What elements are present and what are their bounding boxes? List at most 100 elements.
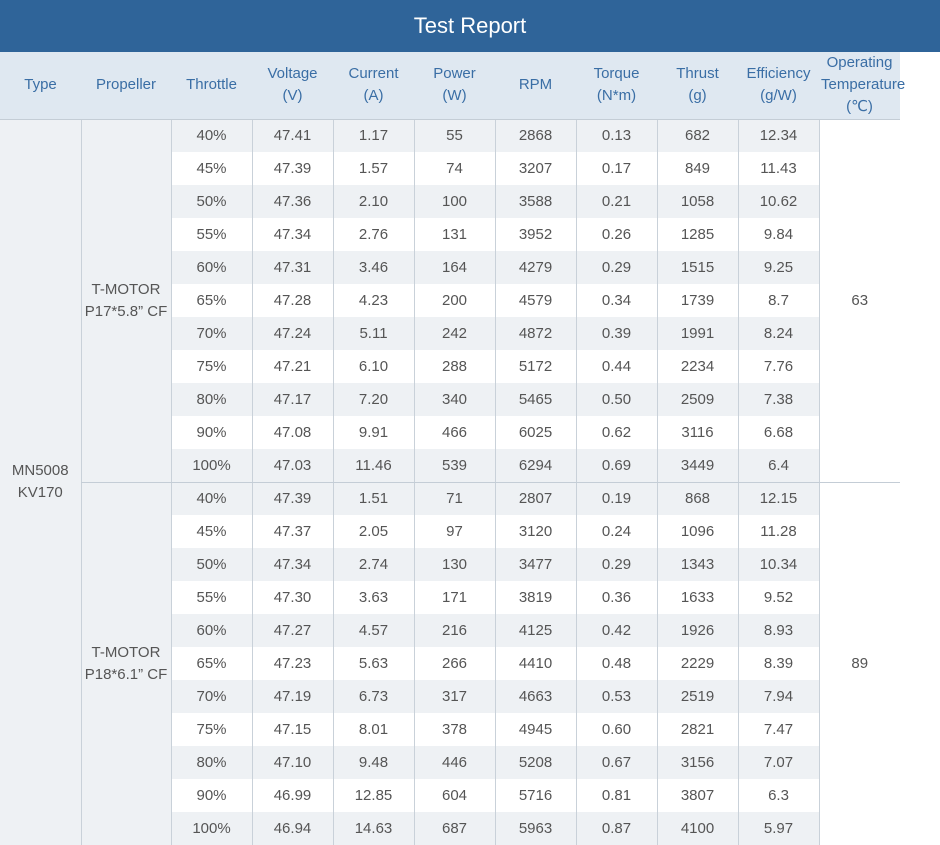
table-row: 75% 47.21 6.10 288 5172 0.44 2234 7.76 xyxy=(0,350,940,383)
rpm-cell: 4579 xyxy=(494,284,576,317)
efficiency-cell: 7.47 xyxy=(737,713,819,746)
thrust-cell: 1285 xyxy=(656,218,738,251)
efficiency-cell: 7.07 xyxy=(737,746,819,779)
rpm-cell: 4410 xyxy=(494,647,576,680)
power-cell: 340 xyxy=(413,383,495,416)
efficiency-cell: 6.68 xyxy=(737,416,819,449)
power-cell: 216 xyxy=(413,614,495,647)
voltage-cell: 47.21 xyxy=(251,350,333,383)
current-cell: 4.23 xyxy=(332,284,414,317)
thrust-cell: 1991 xyxy=(656,317,738,350)
torque-cell: 0.29 xyxy=(575,548,657,581)
torque-cell: 0.44 xyxy=(575,350,657,383)
voltage-cell: 47.39 xyxy=(251,152,333,185)
torque-cell: 0.19 xyxy=(575,482,657,515)
rpm-cell: 4872 xyxy=(494,317,576,350)
rpm-cell: 3120 xyxy=(494,515,576,548)
power-cell: 97 xyxy=(413,515,495,548)
current-cell: 6.10 xyxy=(332,350,414,383)
power-cell: 604 xyxy=(413,779,495,812)
voltage-cell: 47.39 xyxy=(251,482,333,515)
table-row: 45% 47.39 1.57 74 3207 0.17 849 11.43 xyxy=(0,152,940,185)
header-type: Type xyxy=(0,52,81,120)
torque-cell: 0.17 xyxy=(575,152,657,185)
efficiency-cell: 8.7 xyxy=(737,284,819,317)
rpm-cell: 4945 xyxy=(494,713,576,746)
table-row: 80% 47.10 9.48 446 5208 0.67 3156 7.07 xyxy=(0,746,940,779)
efficiency-cell: 11.43 xyxy=(737,152,819,185)
torque-cell: 0.34 xyxy=(575,284,657,317)
table-row: 55% 47.30 3.63 171 3819 0.36 1633 9.52 xyxy=(0,581,940,614)
power-cell: 446 xyxy=(413,746,495,779)
current-cell: 11.46 xyxy=(332,449,414,483)
header-propeller: Propeller xyxy=(81,52,171,120)
voltage-cell: 47.31 xyxy=(251,251,333,284)
torque-cell: 0.39 xyxy=(575,317,657,350)
voltage-cell: 46.94 xyxy=(251,812,333,845)
table-row: 50% 47.34 2.74 130 3477 0.29 1343 10.34 xyxy=(0,548,940,581)
throttle-cell: 40% xyxy=(170,119,252,152)
throttle-cell: 75% xyxy=(170,713,252,746)
efficiency-cell: 9.25 xyxy=(737,251,819,284)
propeller-label-line: T-MOTOR xyxy=(91,280,161,298)
current-cell: 12.85 xyxy=(332,779,414,812)
torque-cell: 0.21 xyxy=(575,185,657,218)
table-row: 70% 47.19 6.73 317 4663 0.53 2519 7.94 xyxy=(0,680,940,713)
voltage-cell: 47.41 xyxy=(251,119,333,152)
throttle-cell: 70% xyxy=(170,680,252,713)
thrust-cell: 682 xyxy=(656,119,738,152)
thrust-cell: 2519 xyxy=(656,680,738,713)
header-temperature-line1: Operating xyxy=(826,54,893,72)
torque-cell: 0.60 xyxy=(575,713,657,746)
rpm-cell: 3588 xyxy=(494,185,576,218)
thrust-cell: 1739 xyxy=(656,284,738,317)
power-cell: 266 xyxy=(413,647,495,680)
current-cell: 3.46 xyxy=(332,251,414,284)
efficiency-cell: 6.4 xyxy=(737,449,819,483)
rpm-cell: 2868 xyxy=(494,119,576,152)
header-efficiency: Efficiency (g/W) xyxy=(738,52,819,120)
thrust-cell: 2234 xyxy=(656,350,738,383)
throttle-cell: 65% xyxy=(170,647,252,680)
header-temperature-line2: Temperature xyxy=(821,76,906,94)
temperature-cell: 63 xyxy=(818,119,900,483)
header-thrust-label: Thrust xyxy=(676,65,719,83)
torque-cell: 0.29 xyxy=(575,251,657,284)
table-row: 75% 47.15 8.01 378 4945 0.60 2821 7.47 xyxy=(0,713,940,746)
efficiency-cell: 9.52 xyxy=(737,581,819,614)
power-cell: 130 xyxy=(413,548,495,581)
power-cell: 71 xyxy=(413,482,495,515)
header-rpm: RPM xyxy=(495,52,576,120)
voltage-cell: 47.36 xyxy=(251,185,333,218)
voltage-cell: 46.99 xyxy=(251,779,333,812)
header-torque-unit: (N*m) xyxy=(596,87,637,105)
rpm-cell: 6294 xyxy=(494,449,576,483)
thrust-cell: 849 xyxy=(656,152,738,185)
efficiency-cell: 6.3 xyxy=(737,779,819,812)
header-thrust-unit: (g) xyxy=(688,87,707,105)
throttle-cell: 80% xyxy=(170,383,252,416)
voltage-cell: 47.28 xyxy=(251,284,333,317)
throttle-cell: 90% xyxy=(170,416,252,449)
power-cell: 288 xyxy=(413,350,495,383)
throttle-cell: 45% xyxy=(170,152,252,185)
efficiency-cell: 7.76 xyxy=(737,350,819,383)
throttle-cell: 45% xyxy=(170,515,252,548)
header-torque-label: Torque xyxy=(593,65,640,83)
current-cell: 9.48 xyxy=(332,746,414,779)
throttle-cell: 60% xyxy=(170,251,252,284)
current-cell: 9.91 xyxy=(332,416,414,449)
torque-cell: 0.81 xyxy=(575,779,657,812)
power-cell: 200 xyxy=(413,284,495,317)
thrust-cell: 1633 xyxy=(656,581,738,614)
throttle-cell: 75% xyxy=(170,350,252,383)
throttle-cell: 50% xyxy=(170,185,252,218)
efficiency-cell: 7.38 xyxy=(737,383,819,416)
thrust-cell: 2229 xyxy=(656,647,738,680)
efficiency-cell: 12.34 xyxy=(737,119,819,152)
efficiency-cell: 7.94 xyxy=(737,680,819,713)
current-cell: 5.11 xyxy=(332,317,414,350)
throttle-cell: 100% xyxy=(170,812,252,845)
type-cell: MN5008 KV170 xyxy=(0,119,81,845)
header-voltage: Voltage (V) xyxy=(252,52,333,120)
